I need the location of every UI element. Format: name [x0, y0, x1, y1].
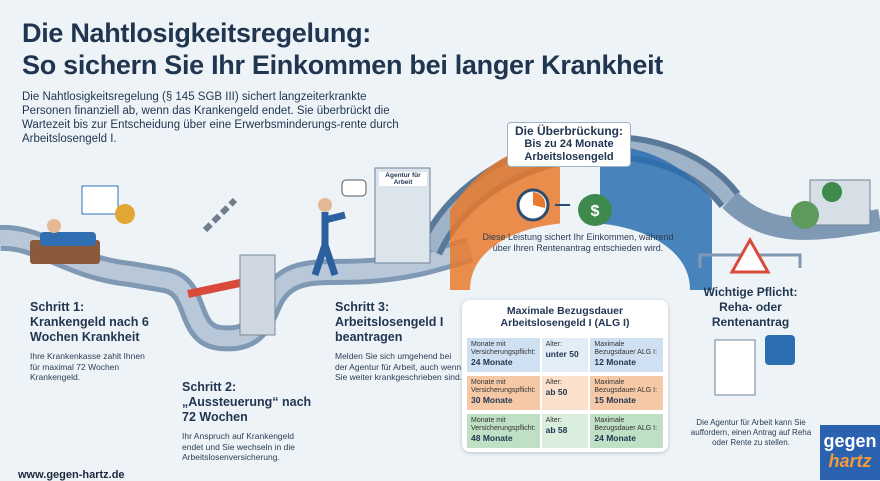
- cell: Monate mit Versicherungspflicht: 48 Monat…: [467, 414, 540, 448]
- cell: Maximale Bezugsdauer ALG I: 24 Monate: [590, 414, 663, 448]
- table-title: Maximale Bezugsdauer Arbeitslosengeld I …: [500, 305, 630, 329]
- table-row: Monate mit Versicherungspflicht: 48 Monat…: [467, 414, 663, 448]
- bridge-arch: [470, 222, 690, 290]
- step-title: „Aussteuerung“ nach 72 Wochen: [182, 395, 312, 424]
- step-text: Ihr Anspruch auf Krankengeld endet und S…: [182, 431, 295, 462]
- cell-label: Alter:: [545, 417, 562, 424]
- step: Schritt 3: Arbeitslosengeld I beantragen…: [335, 300, 465, 383]
- bridge-box: Die Überbrückung: Bis zu 24 Monate Arbei…: [507, 122, 631, 167]
- document-icon: [714, 339, 756, 396]
- cell: Alter: unter 50: [541, 338, 589, 372]
- cell-value: 12 Monate: [594, 357, 636, 367]
- cell: Maximale Bezugsdauer ALG I: 15 Monate: [590, 376, 663, 410]
- cell-value: ab 58: [545, 425, 568, 435]
- step-label: Schritt 1:: [30, 300, 85, 314]
- currency-symbol: $: [591, 203, 600, 220]
- cell-label: Monate mit Versicherungspflicht:: [471, 379, 536, 394]
- step-text: Ihre Krankenkasse zahlt Ihnen für maxima…: [30, 351, 145, 382]
- bridge-title: Bis zu 24 Monate Arbeitslosengeld: [524, 138, 614, 163]
- warning-icon: [729, 236, 771, 274]
- stopwatch-fill: [533, 192, 546, 208]
- duty-text: Die Agentur für Arbeit kann Sie aufforde…: [690, 418, 812, 447]
- logo-bottom: hartz: [828, 451, 872, 471]
- calendar-icon: [81, 185, 119, 215]
- step-title: Arbeitslosengeld I beantragen: [335, 315, 444, 344]
- check-icon: [822, 182, 842, 202]
- clinic-icon: [765, 335, 795, 365]
- cell-label: Maximale Bezugsdauer ALG I:: [594, 341, 658, 356]
- cell-value: 24 Monate: [594, 433, 636, 443]
- cell-value: 24 Monate: [471, 357, 513, 367]
- cell-value: unter 50: [545, 349, 579, 359]
- cell-label: Maximale Bezugsdauer ALG I:: [594, 417, 658, 432]
- step-label: Schritt 2:: [182, 380, 237, 394]
- step-label: Schritt 3:: [335, 300, 390, 314]
- coins-icon: [115, 204, 135, 224]
- speech-bubble: [341, 179, 367, 197]
- person-head: [47, 219, 61, 233]
- barrier: [187, 277, 248, 298]
- bridge-label: Die Überbrückung:: [514, 124, 623, 138]
- duty-label: Wichtige Pflicht:: [703, 285, 798, 299]
- person-body: [311, 211, 346, 277]
- cell-value: 48 Monate: [471, 433, 513, 443]
- logo: gegen hartz: [820, 425, 880, 480]
- cell: Maximale Bezugsdauer ALG I: 12 Monate: [590, 338, 663, 372]
- blanket: [40, 232, 96, 246]
- bridge-text: Diese Leistung sichert Ihr Einkommen, wä…: [482, 232, 674, 253]
- gate: [239, 254, 276, 336]
- step-text: Melden Sie sich umgehend bei der Agentur…: [335, 351, 463, 382]
- intro: Die Nahtlosigkeitsregelung (§ 145 SGB II…: [22, 91, 399, 145]
- footer-url: www.gegen-hartz.de: [18, 469, 125, 481]
- cell-label: Maximale Bezugsdauer ALG I:: [594, 379, 658, 394]
- step: Schritt 1: Krankengeld nach 6 Wochen Kra…: [30, 300, 180, 383]
- step: Schritt 2: „Aussteuerung“ nach 72 Wochen…: [182, 380, 317, 463]
- logo-top: gegen: [823, 431, 877, 451]
- table-row: Monate mit Versicherungspflicht: 24 Monat…: [467, 338, 663, 372]
- table: Maximale Bezugsdauer Arbeitslosengeld I …: [462, 300, 668, 452]
- title: So sichern Sie Ihr Einkommen bei langer …: [22, 50, 663, 80]
- cell-label: Monate mit Versicherungspflicht:: [471, 417, 536, 432]
- person-head: [318, 198, 332, 212]
- cell-label: Monate mit Versicherungspflicht:: [471, 341, 536, 356]
- cell-value: 15 Monate: [594, 395, 636, 405]
- duty-title: Reha- oder Rentenantrag: [711, 300, 790, 329]
- cell-value: 30 Monate: [471, 395, 513, 405]
- money-bag-icon: [578, 194, 612, 226]
- cell: Alter: ab 50: [541, 376, 589, 410]
- cell: Monate mit Versicherungspflicht: 24 Monat…: [467, 338, 540, 372]
- agency-sign: Agentur für Arbeit: [379, 172, 427, 186]
- tree: [791, 201, 819, 229]
- duty: Wichtige Pflicht: Reha- oder Rentenantra…: [698, 285, 803, 330]
- cell-label: Alter:: [545, 341, 562, 348]
- broken-chain: [202, 197, 238, 233]
- cell-value: ab 50: [545, 387, 568, 397]
- title: Die Nahtlosigkeitsregelung:: [22, 18, 371, 48]
- table-row: Monate mit Versicherungspflicht: 30 Monat…: [467, 376, 663, 410]
- cell-label: Alter:: [545, 379, 562, 386]
- step-title: Krankengeld nach 6 Wochen Krankheit: [30, 315, 149, 344]
- cell: Monate mit Versicherungspflicht: 30 Monat…: [467, 376, 540, 410]
- cell: Alter: ab 58: [541, 414, 589, 448]
